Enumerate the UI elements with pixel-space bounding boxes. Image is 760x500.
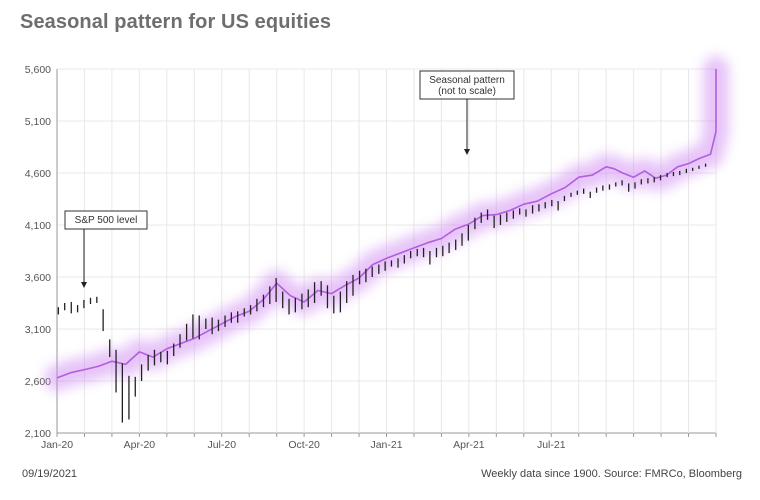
annotation-box bbox=[419, 70, 515, 100]
annotation-text: Seasonal pattern bbox=[429, 75, 505, 86]
x-tick-label: Jul-20 bbox=[207, 439, 236, 451]
x-tick-label: Apr-20 bbox=[124, 439, 156, 451]
y-tick-label: 3,100 bbox=[25, 324, 51, 336]
gridlines bbox=[57, 68, 717, 434]
sp500-series bbox=[57, 163, 707, 423]
x-tick-label: Apr-21 bbox=[453, 439, 485, 451]
y-tick-label: 2,100 bbox=[25, 428, 51, 440]
x-tick-label: Jan-20 bbox=[41, 439, 73, 451]
x-tick-label: Jan-21 bbox=[370, 439, 402, 451]
annotation-text: (not to scale) bbox=[438, 86, 496, 97]
annotation-1: S&P 500 level bbox=[64, 210, 148, 288]
y-tick-label: 4,100 bbox=[25, 220, 51, 232]
chart-area: 2,1002,6003,1003,6004,1004,6005,1005,600… bbox=[25, 56, 729, 451]
seasonal-line bbox=[56, 69, 717, 379]
x-tick-label: Oct-20 bbox=[288, 439, 320, 451]
y-tick-label: 4,600 bbox=[25, 168, 51, 180]
annotation-arrow-head bbox=[81, 282, 87, 288]
annotation-arrow-head bbox=[464, 149, 470, 155]
y-tick-label: 3,600 bbox=[25, 272, 51, 284]
footer-date: 09/19/2021 bbox=[22, 468, 78, 480]
seasonal-series bbox=[56, 69, 717, 379]
x-tick-label: Jul-21 bbox=[537, 439, 566, 451]
annotation-2: Seasonal pattern(not to scale) bbox=[419, 70, 515, 155]
annotations: S&P 500 level Seasonal pattern(not to sca… bbox=[64, 70, 515, 288]
annotation-text: S&P 500 level bbox=[75, 215, 138, 226]
chart-title: Seasonal pattern for US equities bbox=[20, 11, 332, 33]
footer-source: Weekly data since 1900. Source: FMRCo, B… bbox=[481, 468, 742, 480]
y-tick-label: 5,100 bbox=[25, 116, 51, 128]
x-axis: Jan-20 Apr-20 Jul-20 Oct-20 Jan-21 Apr-21 Jul-… bbox=[41, 433, 717, 451]
annotation-box bbox=[64, 210, 148, 230]
y-tick-label: 5,600 bbox=[25, 64, 51, 76]
